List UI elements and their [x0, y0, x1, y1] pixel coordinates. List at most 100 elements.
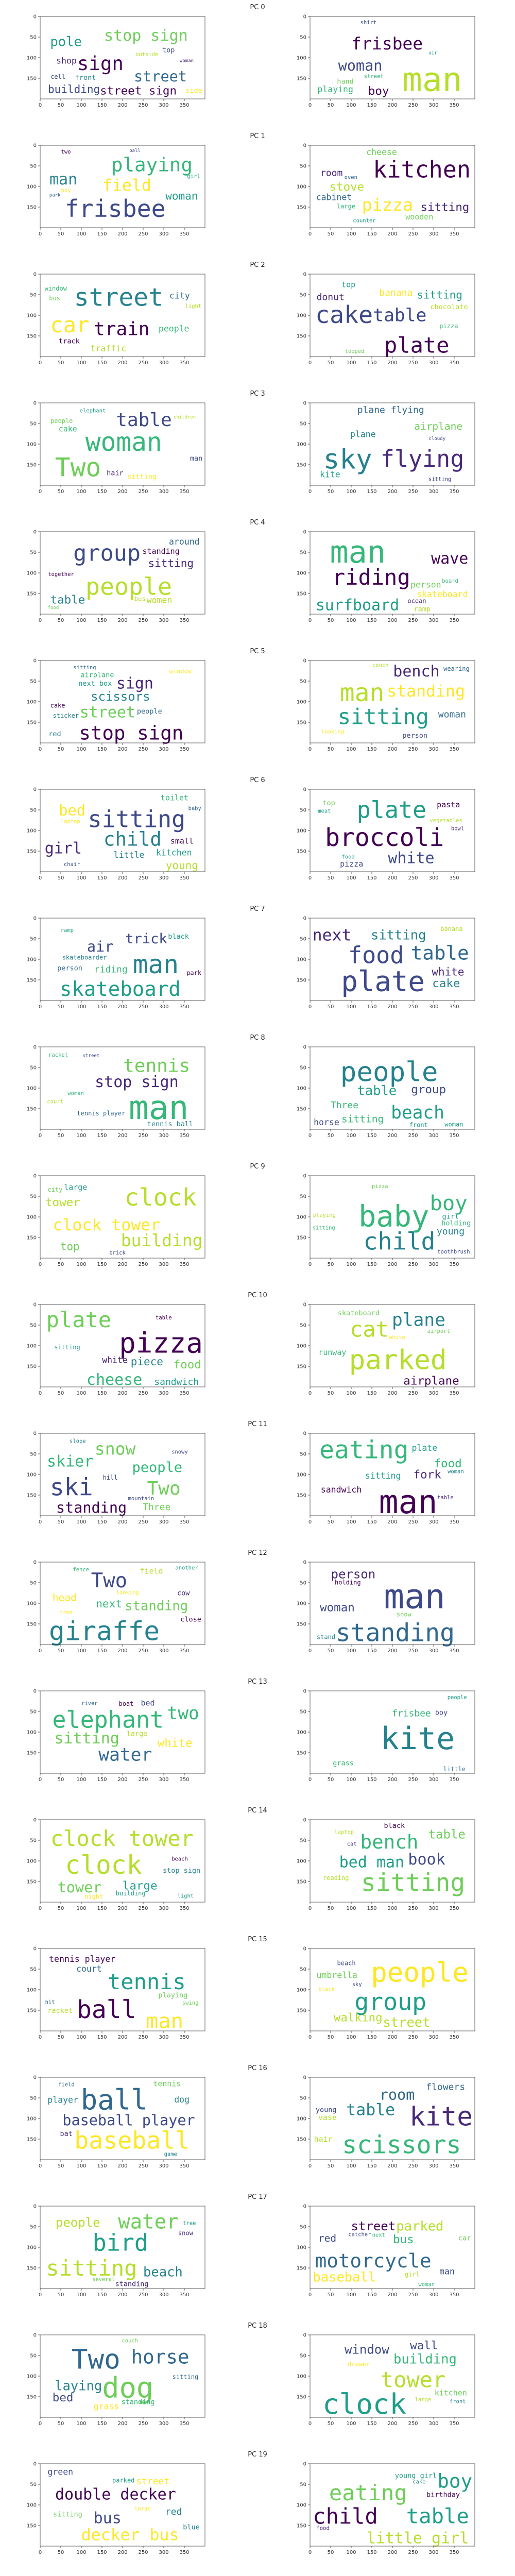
pc7-right-word: food — [348, 941, 404, 969]
pc17-left-word: several — [92, 2277, 115, 2283]
pc6-right-y-tick-label: 100 — [297, 828, 306, 834]
pc1-right-word: wooden — [405, 212, 433, 222]
pc6-right-word: white — [388, 849, 434, 867]
pc17-left-x-tick-label: 300 — [159, 2292, 168, 2298]
pc10-left-word: cheese — [87, 1371, 142, 1389]
pc10-left-word: white — [102, 1355, 128, 1365]
pc17-left-x-tick-label: 250 — [138, 2292, 148, 2298]
pc12-right-x-tick-label: 0 — [308, 1648, 312, 1654]
pc5-left-x-tick-label: 50 — [58, 747, 64, 752]
pc19-left-x-tick-label: 50 — [58, 2550, 64, 2555]
pc4-right-word: board — [442, 578, 458, 584]
pc8-left-x-tick-label: 250 — [138, 1133, 148, 1139]
pc5-left-x-tick-label: 0 — [39, 747, 42, 752]
pc7-left-word: skateboard — [60, 978, 181, 1001]
pc10-right-x-tick-label: 50 — [328, 1391, 334, 1396]
pc13-left-wordcloud: elephant water two sitting white bed large boat… — [27, 1689, 205, 1783]
pc7-left-x-tick-label: 150 — [97, 1004, 107, 1010]
pc2-left-y-tick-label: 50 — [30, 293, 37, 298]
pc18-right-word: front — [450, 2398, 466, 2404]
pc17-left-x-tick-label: 100 — [76, 2292, 86, 2298]
pc6-right-x-tick-label: 100 — [346, 875, 356, 881]
pc1-right-x-tick-label: 100 — [346, 231, 356, 237]
pc14-right-y-tick-label: 0 — [303, 1818, 306, 1823]
pc7-right-y-tick-label: 100 — [297, 957, 306, 963]
pc4-left-background — [40, 532, 205, 614]
pc11-left-x-tick-label: 200 — [117, 1519, 127, 1525]
pc9-left-y-tick-label: 50 — [30, 1194, 37, 1200]
pc15-right-word: street — [383, 2015, 430, 2030]
pc18-left-y-tick-label: 150 — [27, 2395, 37, 2400]
pc6-right-word: plate — [357, 796, 426, 824]
pc14-left-word: tower — [58, 1879, 102, 1896]
pc0-left-background — [40, 16, 205, 99]
pc4-left-wordcloud: people group table sitting women aroundstandi… — [27, 530, 205, 623]
pc13-left-word: two — [167, 1703, 199, 1724]
pc-title: PC 4 — [250, 519, 265, 527]
pc16-right-word: vase — [318, 2113, 337, 2122]
pc2-right-y-tick-label: 50 — [300, 293, 306, 298]
pc1-left-y-tick-label: 0 — [33, 143, 37, 149]
pc16-right-x-tick-label: 150 — [367, 2163, 376, 2169]
pc-title: PC 16 — [248, 2064, 267, 2072]
pc15-right-word: black — [318, 1987, 335, 1993]
pc15-left-x-tick-label: 350 — [179, 2035, 189, 2040]
pc16-right-word: scissors — [342, 2130, 461, 2159]
pc17-right-word: next — [372, 2232, 385, 2238]
pc0-left-y-tick-label: 0 — [33, 14, 37, 20]
pc9-right-x-tick-label: 300 — [428, 1262, 438, 1267]
pc2-right-wordcloud: cake plate table sitting banana donut top choco… — [297, 272, 475, 366]
pc0-left-x-tick-label: 200 — [117, 103, 127, 108]
pc10-right-word: airplane — [403, 1374, 459, 1387]
pc9-right-y-tick-label: 0 — [303, 1174, 306, 1179]
pc7-left-y-tick-label: 0 — [33, 916, 37, 922]
pc16-left-background — [40, 2077, 205, 2160]
pc3-left-word: man — [190, 454, 202, 463]
pc5-left-word: people — [137, 707, 162, 716]
pc18-right-y-tick-label: 0 — [303, 2333, 306, 2338]
pc7-left-word: park — [186, 969, 202, 976]
pc-row-0: PC 0 sign stop sign street pole street signbu… — [27, 4, 475, 108]
pc4-left-y-tick-label: 0 — [33, 530, 37, 535]
pc3-right-word: sky — [323, 444, 372, 475]
pc14-left-y-tick-label: 50 — [30, 1838, 37, 1844]
pc8-right-word: woman — [444, 1121, 463, 1128]
pc15-right-x-tick-label: 250 — [408, 2035, 418, 2040]
pc5-right-x-tick-label: 150 — [367, 747, 376, 752]
pc8-right-word: front — [409, 1122, 428, 1129]
pc18-right-word: window — [345, 2343, 389, 2357]
pc9-left-x-tick-label: 50 — [58, 1262, 64, 1267]
pc18-left-word: Two — [72, 2344, 121, 2376]
pc18-left-word: laying — [55, 2378, 102, 2394]
pc3-right-x-tick-label: 250 — [408, 489, 418, 495]
pc5-right-x-tick-label: 0 — [308, 747, 312, 752]
pc16-left-y-tick-label: 150 — [27, 2137, 37, 2143]
pc-title: PC 0 — [250, 4, 265, 11]
pc9-right-word: baby — [358, 1200, 429, 1234]
pc6-left-word: child — [104, 828, 162, 851]
pc2-right-y-tick-label: 150 — [297, 334, 306, 340]
pc0-left-x-tick-label: 50 — [58, 103, 64, 108]
pc15-right-word: beach — [337, 1959, 356, 1967]
pc14-left-word: clock — [65, 1850, 142, 1880]
pc-row-19: PC 19 decker bus double decker bus street red… — [27, 2451, 475, 2555]
pc10-right-x-tick-label: 300 — [428, 1391, 438, 1396]
pc13-right-y-tick-label: 100 — [297, 1730, 306, 1736]
pc15-left-word: hit — [45, 1999, 55, 2005]
pc6-left-word: kitchen — [156, 848, 192, 858]
pc4-right-y-tick-label: 150 — [297, 591, 306, 597]
pc0-right-word: man — [402, 61, 462, 99]
pc18-right-x-tick-label: 0 — [308, 2421, 312, 2427]
pc18-right-word: wall — [410, 2339, 438, 2352]
pc4-right-word: riding — [332, 565, 410, 590]
pc2-left-word: track — [59, 337, 80, 346]
pc11-left-x-tick-label: 100 — [76, 1519, 86, 1525]
pc9-left-y-tick-label: 0 — [33, 1174, 37, 1179]
pc18-right-x-tick-label: 350 — [449, 2421, 459, 2427]
